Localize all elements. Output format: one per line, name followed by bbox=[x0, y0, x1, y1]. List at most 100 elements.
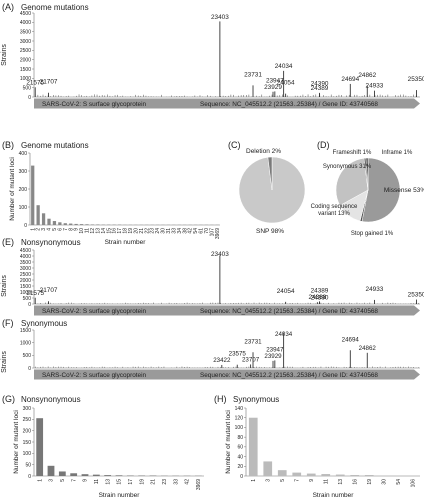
peak-label-23731: 23731 bbox=[244, 71, 262, 78]
panel-f: (F) Synonymous Strains 0 500 1000 1500 23422… bbox=[1, 318, 420, 380]
panel-letter-d: (D) bbox=[317, 140, 330, 150]
bar-strain-11 bbox=[92, 474, 100, 476]
x-tick-label-19: 19 bbox=[128, 228, 134, 234]
x-tick-label-3: 3 bbox=[41, 228, 47, 231]
x-tick-label-5: 5 bbox=[52, 228, 58, 231]
panel-a: (A) Genome mutations Strains 0 500 1000 150… bbox=[1, 2, 424, 109]
pie-label-missense: Missense 53% bbox=[384, 187, 424, 194]
x-tick-label-2: 2 bbox=[36, 228, 42, 231]
peak-label-23403: 23403 bbox=[211, 251, 229, 258]
peak-label-23947: 23947 bbox=[266, 346, 284, 353]
x-tick-label-19: 19 bbox=[139, 479, 145, 485]
panel-e: (E) Nonsynonymous Strains 05001000150020… bbox=[1, 237, 424, 316]
y-tick-label: 500 bbox=[23, 85, 32, 91]
y-axis-label-a: Strains bbox=[1, 44, 8, 66]
y-axis-label-e: Strains bbox=[1, 275, 8, 297]
bar-strain-4 bbox=[47, 218, 51, 225]
y-tick-label: 250 bbox=[23, 417, 32, 423]
bar-strain-7 bbox=[292, 472, 302, 476]
pie-slice-deletion bbox=[267, 156, 273, 191]
x-tick-label-11: 11 bbox=[94, 479, 100, 484]
y-tick-label: 3000 bbox=[20, 266, 31, 272]
x-tick-label-14: 14 bbox=[101, 228, 107, 234]
peak-label-23929: 23929 bbox=[264, 84, 282, 91]
x-tick-label-5: 5 bbox=[60, 479, 66, 482]
x-tick-label-8: 8 bbox=[68, 228, 74, 231]
x-tick-label-31: 31 bbox=[166, 228, 172, 234]
y-tick-label: 20 bbox=[237, 464, 243, 470]
pie-slice-synonymous bbox=[335, 157, 369, 206]
pie-label-inframe: Inframe 1% bbox=[382, 150, 413, 156]
x-tick-label-20: 20 bbox=[133, 228, 139, 234]
x-tick-label-42: 42 bbox=[185, 479, 191, 485]
peak-label-23422: 23422 bbox=[213, 357, 231, 364]
gene-arrow-right-label: Sequence: NC_045512.2 (21563..25384) / G… bbox=[200, 101, 378, 108]
x-tick-label-19: 19 bbox=[367, 479, 373, 485]
y-tick-label: 100 bbox=[235, 425, 244, 431]
bar-strain-1 bbox=[31, 165, 35, 225]
y-tick-label: 60 bbox=[237, 445, 243, 451]
x-tick-label-13: 13 bbox=[95, 228, 101, 234]
peak-label-21575: 21575 bbox=[26, 79, 44, 86]
x-tick-label-7: 7 bbox=[294, 479, 300, 482]
x-tick-label-107: 107 bbox=[209, 228, 215, 237]
x-tick-label-54: 54 bbox=[193, 228, 199, 234]
x-tick-label-17: 17 bbox=[128, 479, 134, 485]
x-tick-label-15: 15 bbox=[106, 228, 112, 234]
gene-arrow bbox=[34, 305, 420, 316]
x-tick-label-11: 11 bbox=[85, 228, 91, 233]
y-tick-label: 0 bbox=[24, 223, 27, 229]
panel-title-g: Nonsynonymous bbox=[21, 395, 81, 404]
x-tick-label-3: 3 bbox=[265, 479, 271, 482]
gene-arrow-left-label: SARS-CoV-2: S surface glycoprotein bbox=[42, 308, 147, 315]
bar-strain-1 bbox=[248, 417, 258, 476]
peak-label-24389: 24389 bbox=[311, 85, 329, 92]
x-tick-label-1: 1 bbox=[37, 479, 43, 482]
y-tick-label: 2000 bbox=[20, 278, 31, 284]
bar-strain-15 bbox=[115, 475, 123, 476]
y-tick-label: 0 bbox=[28, 302, 31, 308]
peak-label-23947: 23947 bbox=[266, 77, 284, 84]
bar-strain-8 bbox=[69, 223, 73, 225]
peak-label-23575: 23575 bbox=[229, 351, 247, 358]
bar-strain-6 bbox=[58, 222, 62, 225]
panel-title-e: Nonsynonymous bbox=[21, 238, 81, 247]
gene-arrow bbox=[34, 369, 420, 380]
x-axis-label: Strain number bbox=[105, 239, 147, 246]
y-tick-label: 100 bbox=[23, 451, 32, 457]
bar-strain-13 bbox=[104, 475, 112, 476]
x-tick-label-9: 9 bbox=[74, 228, 80, 231]
x-tick-label-9: 9 bbox=[83, 479, 89, 482]
x-tick-label-6: 6 bbox=[57, 228, 63, 231]
panel-letter-c: (C) bbox=[228, 140, 241, 150]
y-tick-label: 2000 bbox=[20, 57, 31, 63]
bar-strain-3 bbox=[41, 213, 46, 225]
bar-strain-3 bbox=[47, 465, 55, 476]
panel-letter-b: (B) bbox=[2, 140, 14, 150]
y-tick-label: 1500 bbox=[20, 328, 31, 334]
pie-label-stop-gained: Stop gained 1% bbox=[351, 231, 394, 237]
bar-strain-5 bbox=[58, 471, 66, 476]
peak-label-24933: 24933 bbox=[366, 286, 384, 293]
x-tick-label-3969: 3969 bbox=[215, 228, 221, 239]
bar-strain-9 bbox=[74, 223, 78, 225]
bar-strain-1 bbox=[36, 418, 44, 476]
peak-label-24862: 24862 bbox=[359, 345, 377, 352]
y-tick-label: 1000 bbox=[20, 76, 31, 82]
x-tick-label-21: 21 bbox=[139, 228, 145, 234]
x-tick-label-16: 16 bbox=[352, 479, 358, 485]
y-tick-label: 80 bbox=[237, 435, 243, 441]
peak-label-24933: 24933 bbox=[366, 83, 384, 90]
x-tick-label-18: 18 bbox=[123, 228, 129, 234]
x-tick-label-23: 23 bbox=[150, 228, 156, 234]
y-tick-label: 0 bbox=[240, 474, 243, 480]
x-tick-label-38: 38 bbox=[182, 228, 188, 234]
x-tick-label-12: 12 bbox=[90, 228, 96, 234]
x-tick-label-34: 34 bbox=[177, 228, 183, 234]
y-tick-label: 500 bbox=[23, 296, 32, 302]
bar-strain-2 bbox=[36, 205, 40, 225]
y-tick-label: 0 bbox=[28, 95, 31, 101]
